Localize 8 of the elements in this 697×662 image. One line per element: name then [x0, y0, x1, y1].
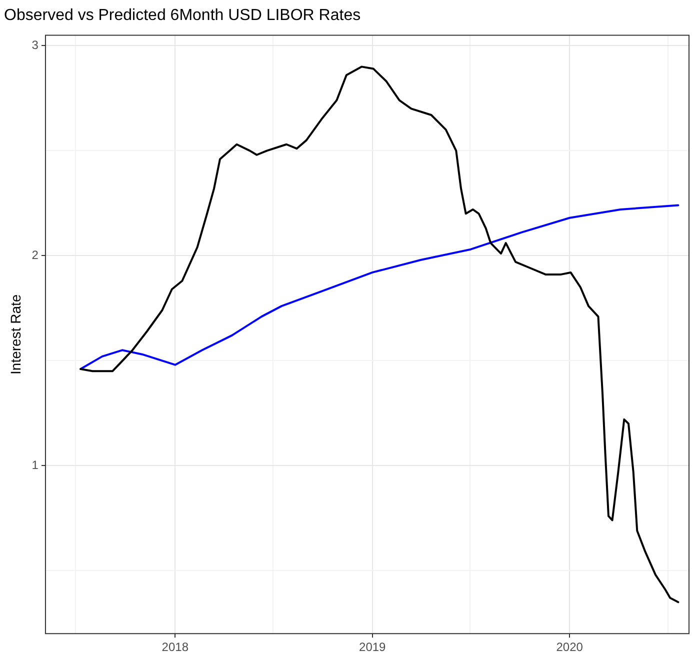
chart-title: Observed vs Predicted 6Month USD LIBOR Rates [4, 7, 361, 24]
y-tick-label: 1 [32, 458, 39, 472]
y-tick-label: 3 [32, 38, 39, 52]
x-tick-label: 2018 [162, 640, 189, 654]
y-tick-label: 2 [32, 248, 39, 262]
x-tick-label: 2020 [556, 640, 584, 654]
x-tick-label: 2019 [359, 640, 386, 654]
y-axis-title: Interest Rate [7, 294, 24, 374]
